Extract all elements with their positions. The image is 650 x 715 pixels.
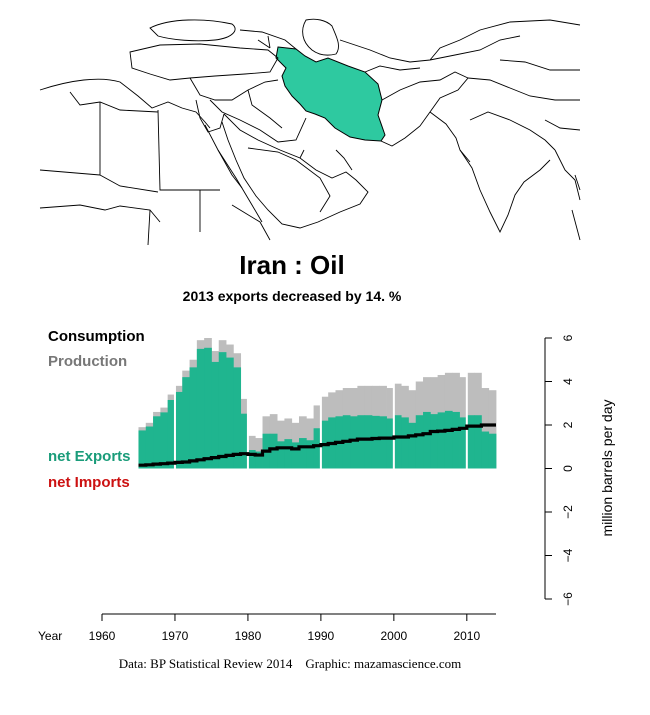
net-export-bar-1978 xyxy=(233,367,242,469)
net-export-bar-1977 xyxy=(226,357,234,469)
net-export-bar-1979 xyxy=(240,413,249,469)
net-export-bar-2001 xyxy=(401,417,409,469)
y-tick-label-1: 4 xyxy=(561,378,575,385)
net-export-bar-2004 xyxy=(423,411,431,469)
net-export-bar-1969 xyxy=(167,399,176,469)
net-export-bar-1973 xyxy=(196,348,205,469)
x-tick-label-1990: 1990 xyxy=(308,629,335,643)
net-export-bar-1966 xyxy=(145,426,154,469)
x-axis: Year 1960 1970 1980 1990 2000 2010 xyxy=(38,613,496,643)
arabia-inner-borders xyxy=(247,147,353,213)
y-tick-label-0: 6 xyxy=(561,334,575,341)
net-export-bar-1981 xyxy=(255,451,263,469)
x-tick-label-2000: 2000 xyxy=(381,629,408,643)
net-export-bar-1985 xyxy=(284,439,293,469)
map-borders xyxy=(39,18,581,246)
net-export-bar-1968 xyxy=(160,412,169,469)
libya-border xyxy=(69,91,159,193)
net-export-bar-1988 xyxy=(306,440,314,469)
net-export-bar-1971 xyxy=(182,377,190,469)
y-tick-label-3: 0 xyxy=(561,465,575,472)
x-tick-label-1970: 1970 xyxy=(162,629,189,643)
net-export-bar-2009 xyxy=(459,417,468,469)
net-export-bar-1987 xyxy=(299,438,307,469)
net-export-bar-1980 xyxy=(247,450,256,469)
legend-production: Production xyxy=(48,353,127,370)
y-tick-label-5: −4 xyxy=(561,548,575,562)
black-sea-outline xyxy=(149,19,236,42)
net-export-bar-2008 xyxy=(452,411,460,469)
production-bar-2013 xyxy=(488,390,497,469)
y-axis: million barrels per day 6 4 2 0 −2 −4 −6 xyxy=(544,334,615,606)
net-export-bar-1984 xyxy=(277,441,285,469)
net-export-bar-1970 xyxy=(174,391,183,469)
y-tick-label-4: −2 xyxy=(561,505,575,519)
region-map xyxy=(39,18,581,246)
y-tick-label-2: 2 xyxy=(561,421,575,428)
caspian-sea-outline xyxy=(302,18,339,56)
net-export-bar-1996 xyxy=(364,415,373,469)
x-tick-label-1960: 1960 xyxy=(89,629,116,643)
plot-area xyxy=(138,333,497,469)
net-export-bar-2000 xyxy=(393,415,402,469)
turkey-border xyxy=(129,43,279,81)
net-export-bar-1995 xyxy=(357,415,366,469)
levant-border xyxy=(195,99,225,133)
legend-net-exports: net Exports xyxy=(48,448,131,465)
syria-iraq-border xyxy=(189,77,307,143)
net-export-bar-2007 xyxy=(444,410,453,469)
afghanistan-pakistan-border xyxy=(380,71,471,163)
net-export-bar-1986 xyxy=(291,442,300,469)
vertical-gridlines xyxy=(173,333,468,469)
right-edge-coast xyxy=(571,174,581,241)
y-tick-label-6: −6 xyxy=(561,592,575,606)
net-export-bar-1974 xyxy=(204,347,212,469)
mediterranean-coast xyxy=(39,78,211,129)
net-export-bar-2012 xyxy=(481,431,490,469)
y-axis-label: million barrels per day xyxy=(599,400,615,537)
net-export-bar-1999 xyxy=(386,418,395,469)
arabia-border xyxy=(221,113,369,229)
highlighted-country-iran xyxy=(275,46,386,142)
net-export-bar-2003 xyxy=(415,415,424,469)
net-export-bar-1998 xyxy=(379,416,387,469)
net-export-bar-1989 xyxy=(313,428,322,469)
net-export-bar-2005 xyxy=(430,414,439,469)
net-export-bar-2013 xyxy=(488,433,497,469)
net-export-bar-1972 xyxy=(189,367,198,469)
net-export-bar-1965 xyxy=(138,430,147,469)
caucasus-border xyxy=(239,29,297,50)
egypt-border xyxy=(157,109,243,191)
india-border xyxy=(459,111,556,234)
africa-borders xyxy=(39,169,271,246)
production-bar-2012 xyxy=(481,388,490,469)
net-export-bar-1976 xyxy=(218,352,227,469)
net-export-bar-1994 xyxy=(350,416,358,469)
net-export-bar-1975 xyxy=(211,361,220,469)
net-export-bar-2011 xyxy=(474,415,482,469)
central-asia-borders xyxy=(339,19,581,73)
chart-title: Iran : Oil xyxy=(239,250,344,280)
x-axis-label: Year xyxy=(38,629,62,643)
footer-credit: Data: BP Statistical Review 2014 Graphic… xyxy=(119,656,461,671)
consumption-line xyxy=(138,423,496,467)
chart-subtitle: 2013 exports decreased by 14. % xyxy=(183,288,402,304)
legend-consumption: Consumption xyxy=(48,328,145,345)
x-tick-label-2010: 2010 xyxy=(453,629,480,643)
red-sea-coast xyxy=(217,149,263,223)
net-export-bar-1967 xyxy=(153,416,161,469)
net-export-bar-1983 xyxy=(269,433,278,469)
net-export-bar-2006 xyxy=(437,412,446,469)
x-tick-label-1980: 1980 xyxy=(235,629,262,643)
net-export-bar-1997 xyxy=(371,415,380,469)
legend-net-imports: net Imports xyxy=(48,474,130,491)
net-export-bar-2002 xyxy=(408,422,417,469)
net-export-bar-2010 xyxy=(466,415,475,469)
east-borders xyxy=(467,59,581,201)
